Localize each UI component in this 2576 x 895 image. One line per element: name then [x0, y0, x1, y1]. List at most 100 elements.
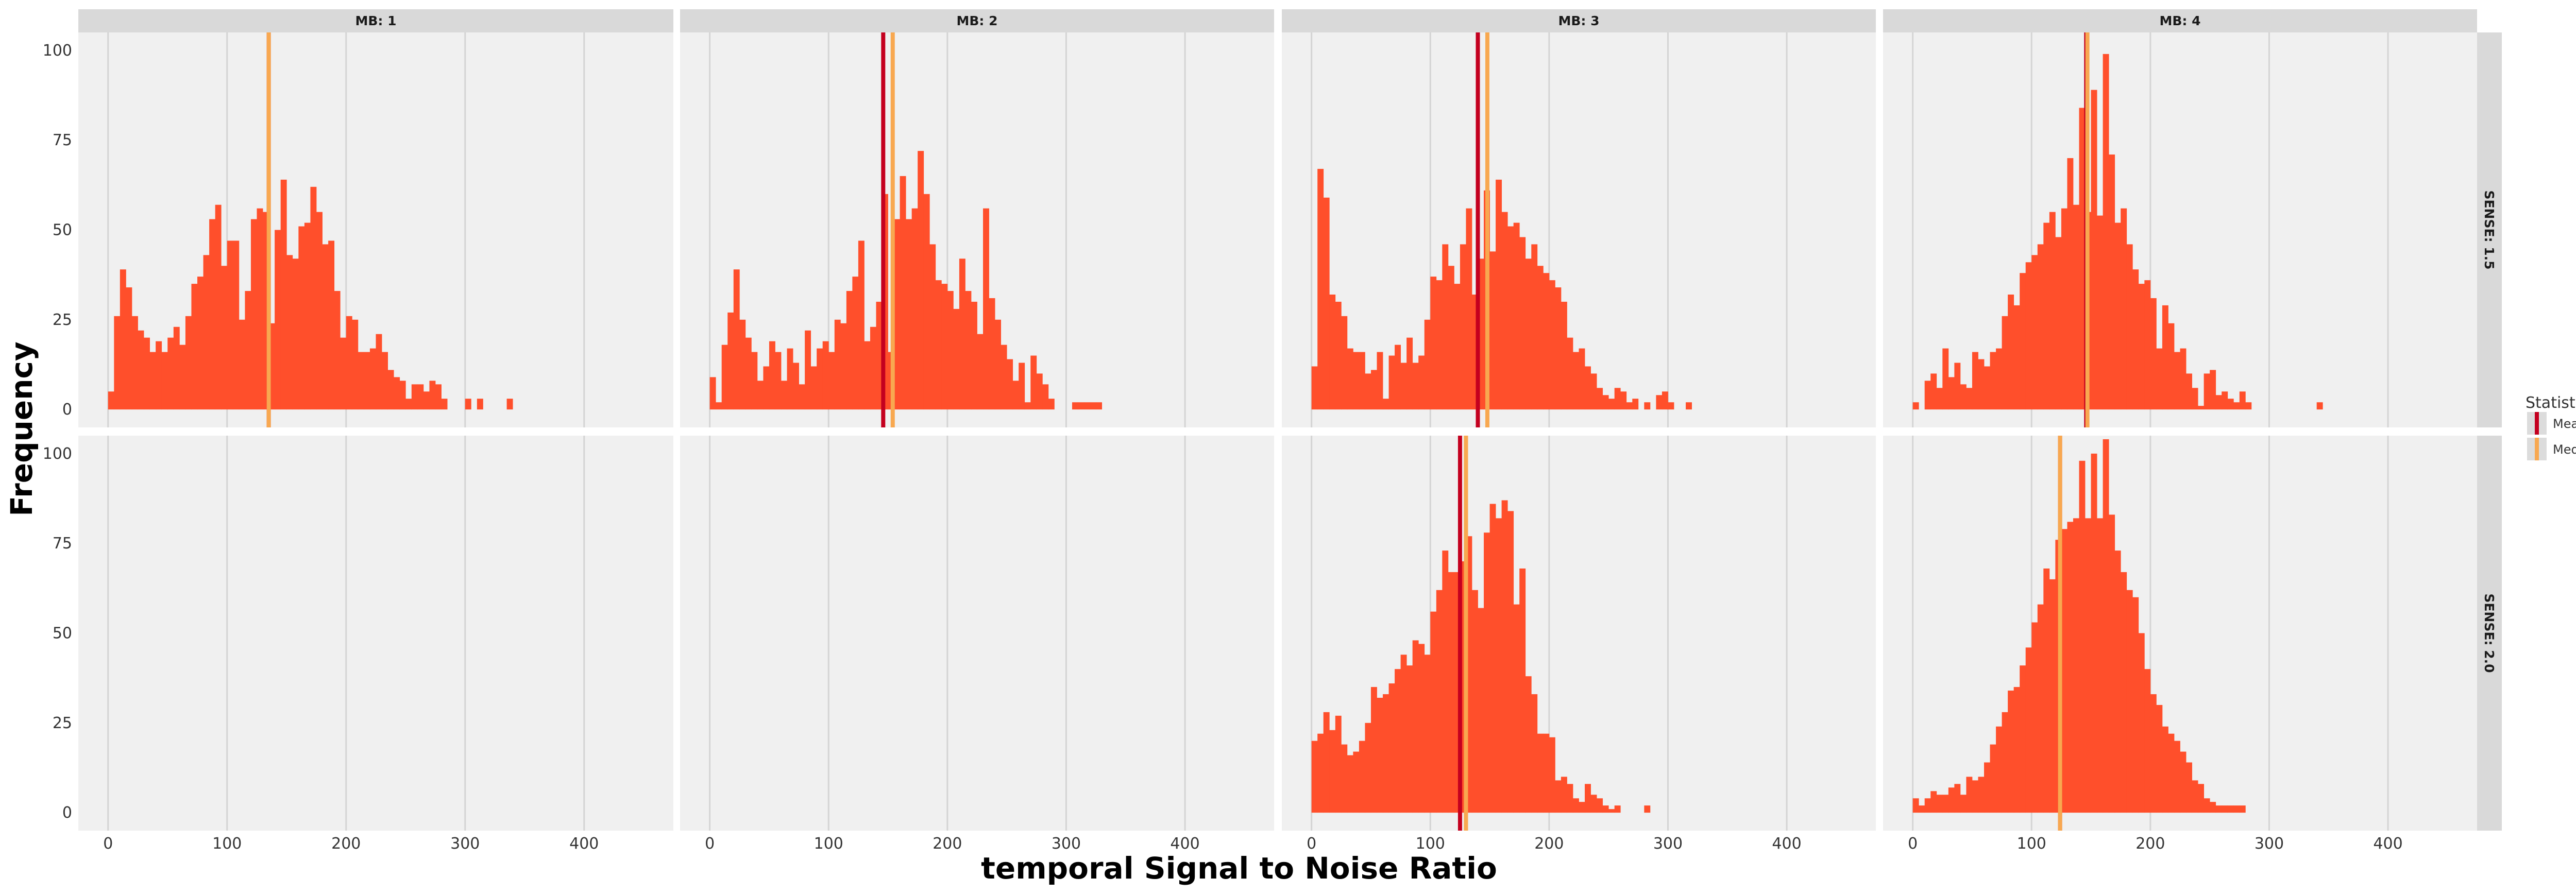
histogram-bar — [1608, 399, 1615, 410]
histogram-bar — [1007, 359, 1013, 410]
histogram-bar — [2186, 762, 2192, 813]
histogram-bar — [286, 255, 293, 410]
histogram-bar — [149, 352, 156, 410]
histogram-bar — [1395, 669, 1401, 813]
histogram-bar — [144, 337, 150, 410]
histogram-bar — [2085, 518, 2091, 813]
histogram-bar — [2126, 244, 2133, 410]
histogram-bar — [1632, 399, 1639, 410]
x-tick-label: 200 — [1534, 835, 1564, 853]
histogram-bar — [1489, 504, 1496, 813]
histogram-bar — [376, 334, 382, 410]
histogram-bar — [2091, 90, 2097, 410]
histogram-bar — [929, 244, 936, 410]
histogram-bar — [2198, 784, 2205, 813]
histogram-bar — [965, 291, 972, 410]
histogram-bar — [923, 194, 930, 410]
histogram-bar — [1644, 805, 1651, 813]
histogram-bar — [2049, 579, 2056, 813]
histogram-bar — [2049, 212, 2056, 410]
histogram-bar — [191, 284, 198, 410]
x-tick-label: 300 — [450, 835, 480, 853]
histogram-bar — [239, 319, 245, 410]
histogram-bar — [1388, 683, 1395, 813]
histogram-bar — [846, 291, 853, 410]
histogram-bar — [465, 399, 471, 410]
histogram-bar — [953, 308, 960, 410]
y-tick-label: 75 — [53, 535, 72, 553]
histogram-bar — [2138, 633, 2145, 813]
histogram-bar — [1448, 572, 1454, 813]
histogram-bar — [1549, 737, 1555, 813]
histogram-bar — [292, 259, 299, 410]
facet-strip-top — [78, 9, 673, 32]
histogram-bar — [250, 219, 257, 410]
histogram-bar — [1496, 179, 1502, 410]
histogram-bar — [1978, 777, 1985, 813]
histogram-bar — [328, 240, 335, 410]
histogram-bar — [1984, 366, 1990, 410]
histogram-bar — [2233, 805, 2240, 813]
histogram-bar — [721, 345, 728, 410]
histogram-bar — [1072, 402, 1078, 410]
histogram-bar — [1549, 280, 1555, 410]
x-tick-label: 400 — [569, 835, 599, 853]
histogram-bar — [1471, 295, 1478, 410]
x-tick-label: 100 — [814, 835, 843, 853]
histogram-bar — [1460, 561, 1466, 813]
histogram-bar — [870, 326, 876, 410]
histogram-bar — [1317, 733, 1324, 813]
histogram-bar — [1555, 780, 1562, 813]
histogram-bar — [1430, 277, 1437, 410]
histogram-bar — [161, 352, 168, 410]
histogram-bar — [2067, 522, 2074, 813]
histogram-bar — [1323, 197, 1330, 410]
histogram-bar — [1614, 805, 1621, 813]
histogram-bar — [1084, 402, 1090, 410]
histogram-bar — [2222, 391, 2228, 410]
histogram-bar — [2002, 712, 2008, 813]
histogram-bar — [322, 244, 329, 410]
histogram-bar — [227, 240, 233, 410]
histogram-bar — [2215, 395, 2222, 410]
histogram-bar — [1597, 798, 1603, 813]
histogram-bar — [2079, 460, 2086, 813]
histogram-bar — [2037, 244, 2044, 410]
histogram-bar — [989, 298, 995, 410]
histogram-bar — [1442, 244, 1449, 410]
histogram-bar — [179, 345, 186, 410]
histogram-bar — [1317, 168, 1324, 410]
histogram-bar — [2222, 805, 2228, 813]
histogram-bar — [233, 240, 240, 410]
histogram-bar — [1572, 352, 1579, 410]
histogram-bar — [1519, 568, 1526, 813]
histogram-bar — [1614, 388, 1621, 410]
histogram-bar — [1478, 608, 1484, 813]
y-axis-title: Frequency — [4, 341, 39, 516]
facet-strip-label: SENSE: 1.5 — [2482, 190, 2497, 269]
histogram-bar — [1990, 744, 1996, 813]
histogram-bar — [2168, 733, 2175, 813]
histogram-bar — [769, 341, 775, 410]
histogram-bar — [727, 312, 734, 410]
facet-strip-label: MB: 3 — [1558, 13, 1599, 28]
histogram-bar — [1001, 345, 1007, 410]
x-tick-label: 200 — [2136, 835, 2165, 853]
histogram-bar — [971, 301, 977, 410]
histogram-bar — [126, 287, 132, 410]
histogram-bar — [2103, 54, 2109, 410]
histogram-bar — [1912, 402, 1919, 410]
x-tick-label: 300 — [2255, 835, 2284, 853]
histogram-bar — [947, 291, 954, 410]
histogram-bar — [1424, 319, 1431, 410]
facet-strip-right — [2477, 436, 2502, 831]
histogram-bar — [197, 277, 204, 410]
histogram-bar — [2031, 622, 2038, 813]
histogram-bar — [1036, 373, 1043, 410]
histogram-bar — [387, 370, 394, 410]
histogram-bar — [2156, 704, 2163, 813]
histogram-bar — [399, 381, 406, 410]
histogram-bar — [2025, 647, 2032, 813]
